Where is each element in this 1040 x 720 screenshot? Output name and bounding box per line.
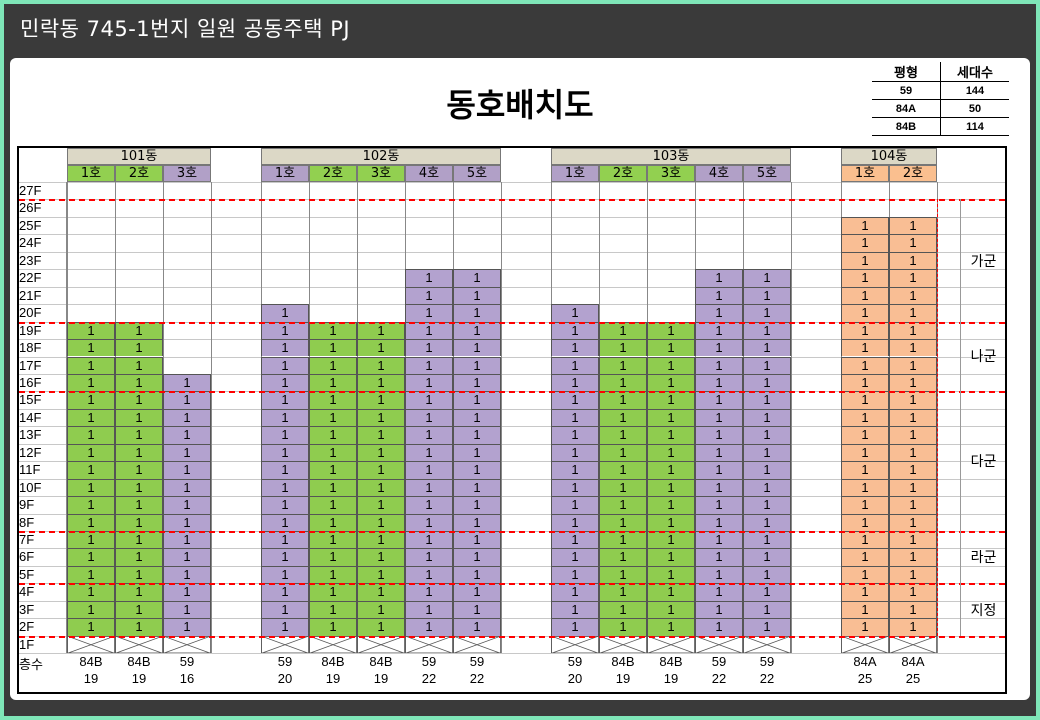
document-title: 동호배치도 bbox=[446, 86, 594, 124]
legend-count: 144 bbox=[940, 81, 1009, 100]
legend-header-count: 세대수 bbox=[940, 62, 1009, 82]
legend-header-type: 평형 bbox=[872, 62, 941, 82]
grid-border bbox=[17, 146, 1007, 694]
legend-type: 84A bbox=[872, 99, 941, 118]
legend-type: 59 bbox=[872, 81, 941, 100]
legend-count: 50 bbox=[940, 99, 1009, 118]
legend-count: 114 bbox=[940, 117, 1009, 136]
header-title: 민락동 745-1번지 일원 공동주택 PJ bbox=[20, 17, 351, 41]
unit-type-legend: 평형 세대수 59 144 84A 50 84B 114 bbox=[872, 62, 1009, 136]
legend-type: 84B bbox=[872, 117, 941, 136]
